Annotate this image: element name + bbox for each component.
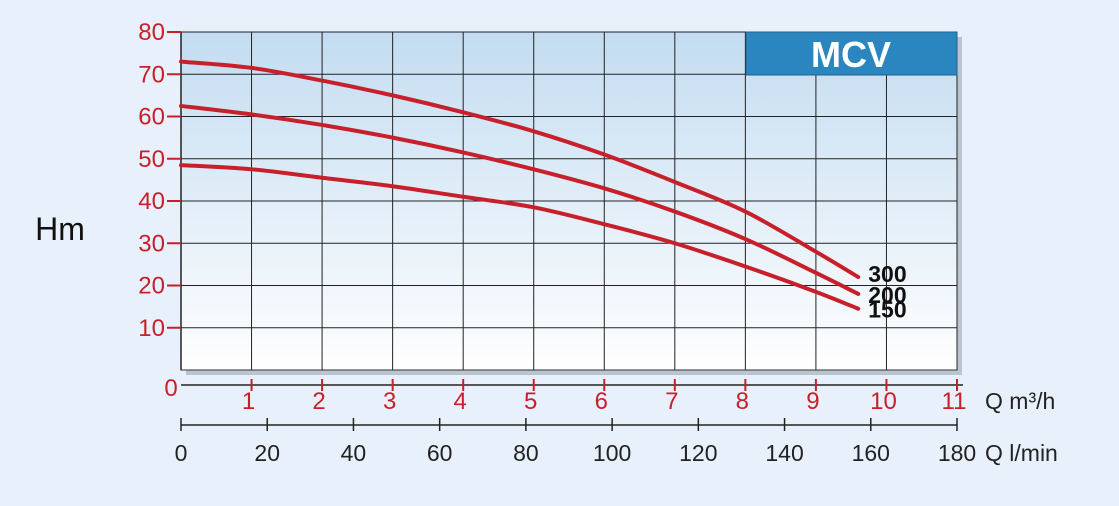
x2-tick-label: 140 xyxy=(765,440,803,466)
y-tick-label: 80 xyxy=(138,19,165,46)
x-tick-label: 6 xyxy=(595,388,608,415)
curve-label-200: 200 xyxy=(868,282,906,308)
model-badge-label: MCV xyxy=(811,34,891,75)
y-tick-label: 50 xyxy=(138,146,165,173)
x2-tick-label: 160 xyxy=(852,440,890,466)
grid xyxy=(181,31,958,370)
x2-tick-label: 100 xyxy=(593,440,631,466)
x-tick-label: 1 xyxy=(242,388,255,415)
x-tick-label: 4 xyxy=(454,388,467,415)
y-tick-label: 40 xyxy=(138,188,165,215)
x2-tick-label: 20 xyxy=(254,440,280,466)
x-tick-label: 3 xyxy=(383,388,396,415)
x2-tick-label: 60 xyxy=(427,440,453,466)
x-tick-label: 8 xyxy=(736,388,749,415)
y-tick-label: 20 xyxy=(138,273,165,300)
x-tick-label: 7 xyxy=(665,388,678,415)
curve-300 xyxy=(179,59,861,280)
model-badge: MCV xyxy=(745,31,958,76)
curve-label-150: 150 xyxy=(868,297,906,323)
curves xyxy=(179,59,861,311)
tick-labels: 10 20 30 40 50 60 70 80 0 1 2 3 4 5 6 7 8 9 10 11 Q m³/h 0 20 4… xyxy=(138,19,1058,466)
y-tick-label: 60 xyxy=(138,104,165,131)
x-axis-m3h-unit: Q m³/h xyxy=(985,388,1055,414)
x2-tick-label: 40 xyxy=(341,440,367,466)
x-axis-lmin-unit: Q l/min xyxy=(985,440,1058,466)
model-badge-box xyxy=(745,31,958,76)
curve-200 xyxy=(179,103,861,296)
curve-label-300: 300 xyxy=(868,261,906,287)
y-axis-label: Hm xyxy=(35,211,85,247)
y-tick-label: 30 xyxy=(138,230,165,257)
x-tick-label: 9 xyxy=(806,388,819,415)
x2-tick-label: 180 xyxy=(938,440,976,466)
x-tick-label: 11 xyxy=(942,388,967,415)
origin-label: 0 xyxy=(164,375,177,402)
x2-tick-label: 0 xyxy=(175,440,188,466)
y-tick-label: 10 xyxy=(138,315,165,342)
x2-tick-label: 120 xyxy=(679,440,717,466)
x-tick-label: 2 xyxy=(312,388,325,415)
x2-tick-label: 80 xyxy=(513,440,539,466)
x-tick-label: 5 xyxy=(524,388,537,415)
curve-150 xyxy=(179,163,861,311)
y-tick-label: 70 xyxy=(138,61,165,88)
axes xyxy=(167,31,963,431)
x-tick-label: 10 xyxy=(870,388,897,415)
